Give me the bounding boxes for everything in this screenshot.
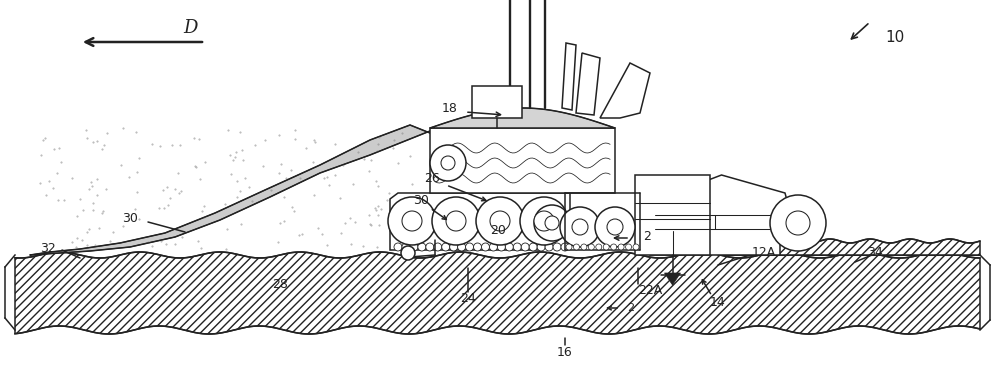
Circle shape [596,244,602,250]
Circle shape [426,243,434,251]
Circle shape [388,197,436,245]
Text: 2: 2 [627,303,634,313]
Circle shape [560,207,600,247]
Polygon shape [30,125,480,255]
Circle shape [572,219,588,235]
Circle shape [603,244,609,250]
Bar [472,86,522,118]
Circle shape [581,244,587,250]
Text: 16: 16 [557,345,573,358]
Polygon shape [650,175,790,255]
Circle shape [534,205,570,241]
Circle shape [618,244,624,250]
Polygon shape [720,239,980,255]
Circle shape [529,243,537,251]
Circle shape [497,243,505,251]
Circle shape [545,243,553,251]
Circle shape [553,243,561,251]
Circle shape [573,244,579,250]
Circle shape [474,243,482,251]
Circle shape [505,243,513,251]
Circle shape [521,243,529,251]
Circle shape [545,216,559,230]
Text: 18: 18 [442,102,458,114]
Text: 12A: 12A [752,246,776,258]
Bar [635,175,710,255]
Circle shape [489,243,497,251]
Circle shape [786,211,810,235]
Text: 20: 20 [490,224,506,237]
Text: 30: 30 [122,211,138,225]
Circle shape [466,243,474,251]
Circle shape [458,243,466,251]
Circle shape [607,219,623,235]
Circle shape [434,243,442,251]
Circle shape [410,243,418,251]
Circle shape [401,246,415,260]
Polygon shape [576,53,600,115]
Polygon shape [390,193,570,250]
Circle shape [633,244,639,250]
Circle shape [442,243,450,251]
Text: 34: 34 [867,246,883,258]
Circle shape [513,243,521,251]
Polygon shape [600,63,650,118]
Circle shape [481,243,489,251]
Circle shape [430,145,466,181]
Circle shape [770,195,826,251]
Text: 24: 24 [460,291,476,304]
Text: 32: 32 [40,242,56,255]
Circle shape [476,197,524,245]
Text: D: D [183,19,197,37]
Circle shape [490,211,510,231]
Circle shape [595,207,635,247]
Circle shape [588,244,594,250]
Circle shape [626,244,632,250]
Text: 14: 14 [710,296,726,309]
Text: 2: 2 [643,231,651,243]
Text: 30: 30 [413,194,429,207]
Circle shape [561,243,569,251]
Circle shape [402,211,422,231]
Polygon shape [430,108,615,128]
Circle shape [450,243,458,251]
Circle shape [534,211,554,231]
Bar [430,128,615,193]
Text: 22A: 22A [638,284,662,297]
Circle shape [537,243,545,251]
Circle shape [418,243,426,251]
Circle shape [432,197,480,245]
Text: 26: 26 [424,171,440,184]
Polygon shape [562,43,576,110]
Polygon shape [15,252,980,334]
Circle shape [441,156,455,170]
Polygon shape [664,273,680,285]
Circle shape [446,211,466,231]
Text: 10: 10 [885,30,905,45]
Circle shape [611,244,617,250]
Circle shape [566,244,572,250]
Text: 28: 28 [272,279,288,291]
Circle shape [402,243,410,251]
Circle shape [520,197,568,245]
Circle shape [394,243,402,251]
